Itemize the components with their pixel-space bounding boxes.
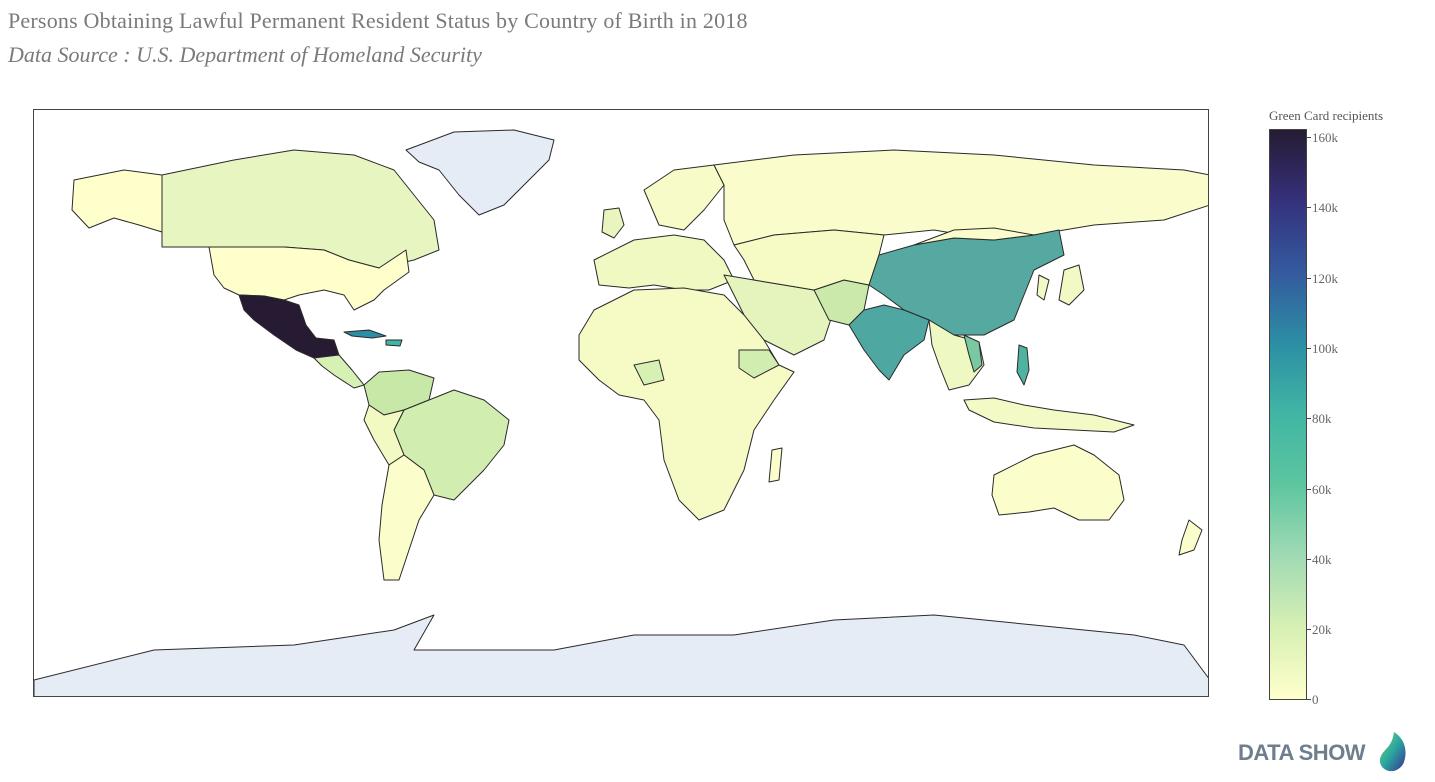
region-cuba[interactable] bbox=[343, 329, 387, 339]
region-vietnam[interactable] bbox=[963, 334, 983, 373]
colorbar-title: Green Card recipients bbox=[1269, 108, 1384, 123]
region-southeast-asia[interactable] bbox=[928, 319, 985, 391]
region-united-kingdom[interactable] bbox=[601, 207, 625, 239]
colorbar-tick-100k: 100k bbox=[1312, 341, 1338, 356]
colorbar-tick-20k: 20k bbox=[1312, 622, 1332, 637]
region-indonesia[interactable] bbox=[963, 397, 1135, 433]
logo-text: DATA SHOW bbox=[1238, 740, 1366, 765]
colorbar-tick-40k: 40k bbox=[1312, 552, 1332, 567]
map-title: Persons Obtaining Lawful Permanent Resid… bbox=[8, 8, 748, 33]
region-india[interactable] bbox=[848, 304, 930, 381]
region-central-asia[interactable] bbox=[733, 229, 885, 291]
colorbar-tick-160k: 160k bbox=[1312, 130, 1338, 145]
region-new-zealand[interactable] bbox=[1178, 519, 1203, 556]
world-map-svg bbox=[34, 129, 1209, 697]
map-subtitle: Data Source : U.S. Department of Homelan… bbox=[8, 42, 482, 67]
region-western-europe[interactable] bbox=[593, 234, 735, 291]
region-madagascar[interactable] bbox=[768, 447, 783, 483]
data-show-logo: DATA SHOW bbox=[1238, 730, 1418, 774]
region-argentina-chile[interactable] bbox=[378, 454, 435, 581]
region-alaska[interactable] bbox=[71, 169, 163, 233]
region-antarctica[interactable] bbox=[34, 614, 1209, 697]
region-nigeria[interactable] bbox=[633, 359, 665, 386]
region-greenland[interactable] bbox=[405, 129, 555, 216]
region-ethiopia[interactable] bbox=[738, 349, 780, 379]
region-mongolia[interactable] bbox=[913, 227, 1035, 246]
logo-mark-icon bbox=[1379, 732, 1406, 772]
world-map[interactable] bbox=[33, 109, 1209, 697]
region-africa[interactable] bbox=[578, 287, 795, 521]
colorbar-tick-140k: 140k bbox=[1312, 200, 1338, 215]
region-scandinavia[interactable] bbox=[643, 164, 725, 231]
region-central-america[interactable] bbox=[313, 354, 365, 389]
colorbar-tick-0: 0 bbox=[1312, 692, 1319, 707]
region-australia[interactable] bbox=[991, 444, 1125, 521]
region-japan-korea[interactable] bbox=[1036, 264, 1085, 306]
colorbar-tick-120k: 120k bbox=[1312, 271, 1338, 286]
region-hispaniola[interactable] bbox=[385, 339, 403, 347]
colorbar-tick-60k: 60k bbox=[1312, 482, 1332, 497]
region-mexico[interactable] bbox=[238, 294, 340, 359]
colorbar-tick-80k: 80k bbox=[1312, 411, 1332, 426]
region-philippines[interactable] bbox=[1016, 344, 1030, 386]
colorbar bbox=[1269, 129, 1307, 700]
